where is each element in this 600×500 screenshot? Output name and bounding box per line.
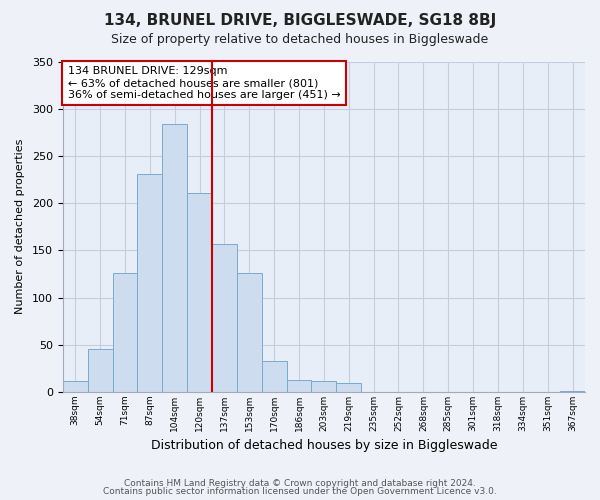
Bar xyxy=(88,348,113,392)
Text: Size of property relative to detached houses in Biggleswade: Size of property relative to detached ho… xyxy=(112,32,488,46)
Bar xyxy=(560,391,585,392)
Bar xyxy=(187,193,212,392)
Bar xyxy=(137,174,162,392)
Text: Contains HM Land Registry data © Crown copyright and database right 2024.: Contains HM Land Registry data © Crown c… xyxy=(124,478,476,488)
Bar xyxy=(262,361,287,392)
Y-axis label: Number of detached properties: Number of detached properties xyxy=(15,139,25,314)
Bar xyxy=(237,273,262,392)
Bar xyxy=(337,382,361,392)
X-axis label: Distribution of detached houses by size in Biggleswade: Distribution of detached houses by size … xyxy=(151,440,497,452)
Bar xyxy=(311,380,337,392)
Text: 134 BRUNEL DRIVE: 129sqm
← 63% of detached houses are smaller (801)
36% of semi-: 134 BRUNEL DRIVE: 129sqm ← 63% of detach… xyxy=(68,66,341,100)
Bar xyxy=(212,244,237,392)
Text: Contains public sector information licensed under the Open Government Licence v3: Contains public sector information licen… xyxy=(103,487,497,496)
Bar xyxy=(63,380,88,392)
Bar xyxy=(287,380,311,392)
Bar xyxy=(113,273,137,392)
Text: 134, BRUNEL DRIVE, BIGGLESWADE, SG18 8BJ: 134, BRUNEL DRIVE, BIGGLESWADE, SG18 8BJ xyxy=(104,12,496,28)
Bar xyxy=(162,124,187,392)
